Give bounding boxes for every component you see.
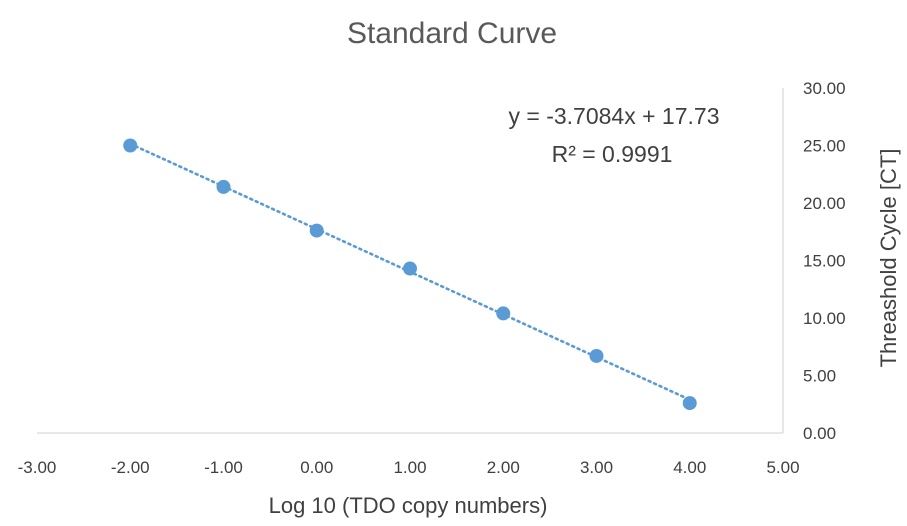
x-tick-label: 3.00 <box>580 458 613 477</box>
y-tick-label: 0.00 <box>803 424 836 443</box>
data-point <box>496 306 511 321</box>
y-tick-label: 25.00 <box>803 137 846 156</box>
y-tick-label: 5.00 <box>803 367 836 386</box>
axes <box>37 88 784 434</box>
data-point <box>682 396 697 411</box>
x-tick-label: 1.00 <box>393 458 426 477</box>
y-tick-labels: 0.00 5.00 10.00 15.00 20.00 25.00 30.00 <box>803 79 846 443</box>
data-point <box>123 138 138 153</box>
y-tick-label: 10.00 <box>803 309 846 328</box>
data-point <box>403 261 417 276</box>
x-axis-label: Log 10 (TDO copy numbers) <box>269 493 548 518</box>
x-tick-label: -1.00 <box>204 458 243 477</box>
y-tick-label: 15.00 <box>803 252 846 271</box>
x-tick-label: 2.00 <box>487 458 520 477</box>
x-tick-label: -2.00 <box>111 458 150 477</box>
x-tick-label: 4.00 <box>673 458 706 477</box>
chart-title: Standard Curve <box>347 17 557 50</box>
data-point <box>216 179 231 194</box>
x-tick-label: 5.00 <box>766 458 799 477</box>
trendline-equation: y = -3.7084x + 17.73 <box>509 103 720 129</box>
y-tick-label: 20.00 <box>803 194 846 213</box>
data-point <box>589 348 604 363</box>
x-tick-labels: -3.00 -2.00 -1.00 0.00 1.00 2.00 3.00 4.00 5.00 <box>18 458 800 477</box>
x-tick-label: -3.00 <box>18 458 57 477</box>
y-axis-label: Threashold Cycle [CT] <box>876 149 901 368</box>
x-tick-label: 0.00 <box>300 458 333 477</box>
data-points <box>123 138 697 411</box>
y-tick-label: 30.00 <box>803 79 846 98</box>
trendline-r-squared: R² = 0.9991 <box>552 141 673 167</box>
data-point <box>309 223 324 238</box>
